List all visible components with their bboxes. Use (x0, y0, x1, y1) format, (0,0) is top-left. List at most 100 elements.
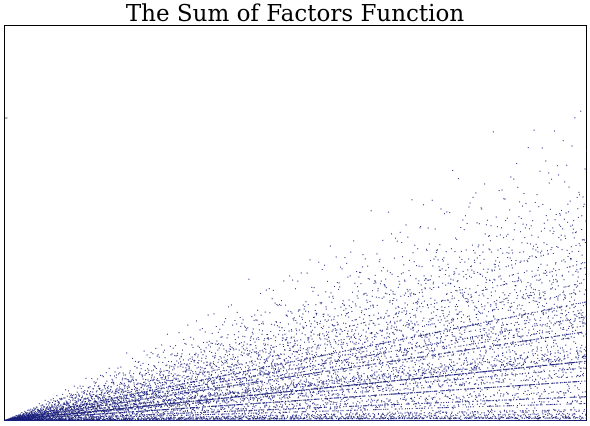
data-point (231, 419, 233, 421)
data-point (161, 403, 163, 405)
data-point (85, 407, 87, 409)
data-point (76, 411, 78, 413)
data-point (126, 393, 128, 395)
data-point (59, 414, 61, 416)
data-point (234, 418, 236, 420)
data-point (152, 391, 154, 393)
data-point (199, 371, 201, 373)
data-point (169, 398, 171, 400)
data-point (54, 403, 56, 405)
data-point (50, 408, 52, 410)
data-point (217, 376, 219, 378)
data-point (157, 378, 159, 380)
data-point (231, 385, 233, 387)
data-point (154, 389, 156, 391)
data-point (192, 381, 194, 383)
data-point (245, 373, 247, 375)
data-point (126, 395, 128, 397)
data-point (80, 407, 82, 409)
data-point (159, 415, 161, 417)
data-point (112, 412, 114, 414)
data-point (124, 385, 126, 387)
data-point (125, 397, 127, 399)
data-point (21, 414, 23, 416)
data-point (106, 402, 108, 404)
data-point (109, 416, 111, 418)
data-point (242, 410, 244, 412)
data-point (76, 412, 78, 414)
data-point (82, 408, 84, 410)
data-point (164, 381, 166, 383)
data-point (152, 369, 154, 371)
data-point (129, 395, 131, 397)
data-point (86, 418, 88, 420)
data-point (141, 374, 143, 376)
data-point (110, 386, 112, 388)
data-point (27, 414, 29, 416)
data-point (78, 410, 80, 412)
data-point (203, 406, 205, 408)
data-point (183, 383, 185, 385)
data-point (148, 417, 150, 419)
data-point (200, 379, 202, 381)
data-point (223, 394, 225, 396)
data-point (197, 376, 198, 378)
data-point (200, 389, 202, 391)
data-point (196, 378, 198, 380)
data-point (121, 405, 123, 407)
data-point (242, 355, 244, 357)
data-point (46, 407, 48, 409)
data-point (84, 406, 86, 408)
data-point (117, 407, 119, 409)
data-point (164, 410, 166, 412)
data-point (166, 390, 168, 392)
data-point (55, 407, 57, 409)
data-point (233, 349, 235, 351)
data-point (137, 405, 139, 407)
data-point (143, 381, 145, 383)
data-point (126, 404, 128, 406)
data-point (179, 391, 181, 393)
data-point (188, 404, 190, 406)
data-point (176, 375, 178, 377)
data-point (220, 371, 222, 373)
data-point (155, 391, 157, 393)
data-point (181, 414, 183, 416)
data-point (103, 409, 104, 411)
data-point (122, 407, 124, 409)
data-point (125, 390, 127, 392)
data-point (209, 394, 211, 396)
data-point (52, 412, 54, 414)
data-point (140, 415, 142, 417)
data-point (139, 395, 141, 397)
data-point (146, 401, 148, 403)
data-point (160, 387, 162, 389)
data-point (148, 387, 150, 389)
data-point (33, 419, 35, 421)
data-point (95, 402, 97, 404)
data-point (226, 359, 228, 361)
data-point (100, 410, 102, 412)
data-point (238, 419, 240, 421)
data-point (231, 410, 233, 412)
data-point (156, 385, 158, 387)
data-point (146, 406, 148, 408)
data-point (84, 403, 86, 405)
data-point (111, 397, 113, 399)
data-point (192, 373, 194, 375)
data-point (234, 405, 236, 407)
data-point (227, 413, 229, 415)
data-point (75, 415, 77, 417)
data-point (182, 366, 184, 368)
data-point (31, 410, 33, 412)
data-point (70, 393, 72, 395)
data-point (206, 381, 208, 383)
data-point (177, 374, 179, 376)
data-point (173, 399, 175, 401)
data-point (125, 398, 127, 400)
data-point (164, 378, 166, 380)
data-point (227, 379, 229, 381)
data-point (226, 381, 228, 383)
data-point (136, 413, 138, 415)
data-point (118, 404, 120, 406)
